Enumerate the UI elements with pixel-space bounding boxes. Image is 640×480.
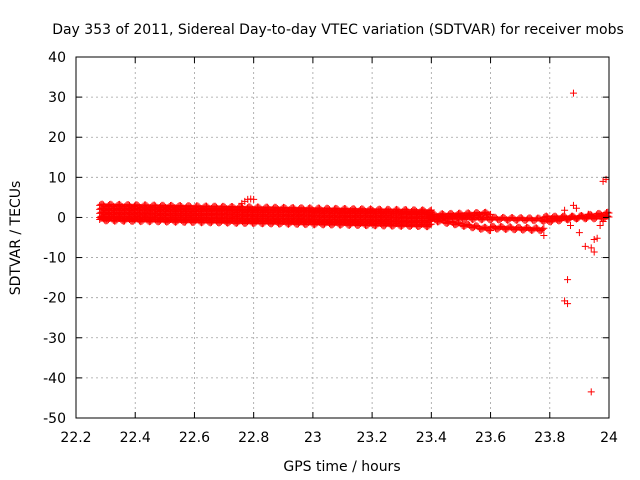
scatter-point <box>564 300 572 308</box>
y-tick-label: -50 <box>43 411 66 427</box>
band-point <box>426 221 434 229</box>
axis-ticks: 22.2 22.4 22.6 22.8 23 23.2 23.4 23.6 23.8 24 40 30… <box>43 50 618 446</box>
scatter-point <box>572 204 580 212</box>
data-points <box>96 89 613 396</box>
scatter-point <box>596 221 604 229</box>
y-tick-label: -40 <box>43 371 66 387</box>
x-tick-label: 24 <box>600 430 618 446</box>
y-axis-label: SDTVAR / TECUs <box>8 181 24 296</box>
y-tick-label: 30 <box>48 90 66 106</box>
band-point <box>539 225 547 233</box>
scatter-point <box>561 206 569 214</box>
scatter-point <box>575 229 583 237</box>
scatter-point <box>587 244 595 252</box>
x-tick-label: 23 <box>304 430 322 446</box>
y-tick-label: -30 <box>43 331 66 347</box>
x-tick-label: 22.2 <box>60 430 91 446</box>
band-point <box>604 208 612 216</box>
scatter-point <box>250 195 258 203</box>
scatter-point <box>581 242 589 250</box>
x-tick-label: 22.6 <box>179 430 210 446</box>
x-tick-label: 23.6 <box>475 430 506 446</box>
x-tick-label: 23.8 <box>534 430 565 446</box>
x-tick-label: 23.2 <box>357 430 388 446</box>
y-tick-label: -20 <box>43 291 66 307</box>
scatter-point <box>593 234 601 242</box>
scatter-point <box>590 248 598 256</box>
x-tick-label: 22.8 <box>238 430 269 446</box>
scatter-point <box>564 276 572 284</box>
x-axis-label: GPS time / hours <box>283 459 400 475</box>
y-tick-label: 0 <box>57 210 66 226</box>
y-tick-label: 20 <box>48 130 66 146</box>
scatter-point <box>599 217 607 225</box>
chart-title: Day 353 of 2011, Sidereal Day-to-day VTE… <box>52 22 624 38</box>
band-point <box>487 210 495 218</box>
x-tick-label: 23.4 <box>416 430 447 446</box>
scatter-point <box>590 236 598 244</box>
y-tick-label: -10 <box>43 251 66 267</box>
x-tick-label: 22.4 <box>120 430 151 446</box>
scatter-point <box>567 221 575 229</box>
y-tick-label: 10 <box>48 170 66 186</box>
band-point <box>540 224 548 232</box>
scatter-point <box>584 210 592 218</box>
y-tick-label: 40 <box>48 50 66 66</box>
plot-frame <box>75 56 610 419</box>
scatter-point <box>587 388 595 396</box>
scatter-point <box>569 89 577 97</box>
scatter-point <box>540 231 548 239</box>
